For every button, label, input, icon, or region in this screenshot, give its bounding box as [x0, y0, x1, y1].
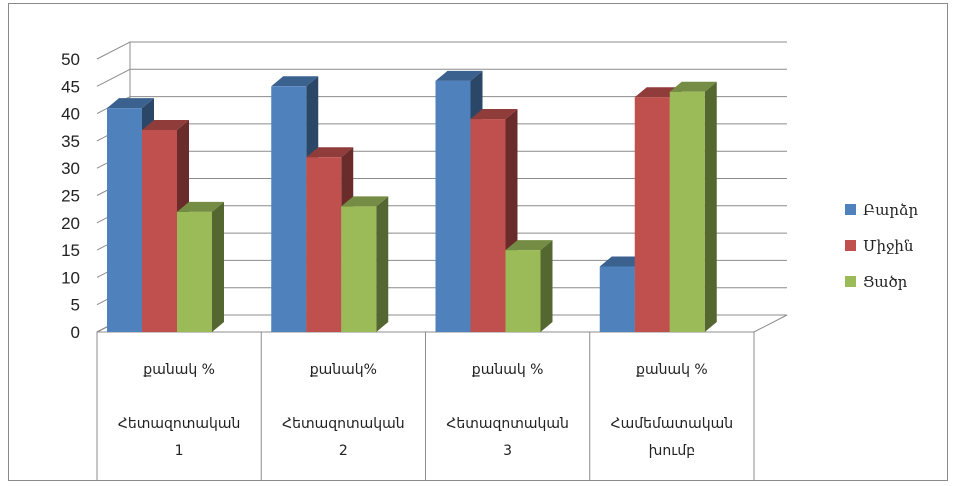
- bar-top: [470, 109, 518, 120]
- bar-side: [376, 196, 389, 332]
- y-tick-label: 15: [61, 241, 80, 260]
- category-label-line2: Համեմատական: [611, 416, 734, 432]
- bar-front: [599, 266, 635, 332]
- bar-front: [306, 157, 342, 332]
- bar-top: [142, 119, 189, 130]
- bar: [177, 201, 224, 332]
- bar-front: [669, 91, 705, 332]
- bar-top: [341, 196, 389, 207]
- bar: [669, 81, 717, 332]
- y-tick-label: 40: [61, 105, 80, 124]
- bars: [107, 70, 717, 332]
- bar: [341, 196, 389, 332]
- category-table: քանակ % Հետազոտական 1 քանակ% Հետազոտական 2 քան…: [96, 332, 755, 480]
- bar-front: [435, 80, 471, 332]
- bar-front: [177, 211, 212, 332]
- category-label-line1: քանակ %: [636, 362, 708, 378]
- bar-front: [107, 108, 142, 332]
- legend-label: Բարձր: [863, 201, 919, 219]
- bar-top: [505, 240, 553, 251]
- bar-front: [142, 129, 177, 332]
- legend-label: Միջին: [863, 237, 914, 255]
- category-label-line2: Հետազոտական: [446, 416, 569, 432]
- y-tick-label: 25: [61, 187, 80, 206]
- y-tick-label: 50: [61, 50, 80, 69]
- gridline: [96, 41, 787, 60]
- category-label-line2: Հետազոտական: [118, 416, 241, 432]
- legend: Բարձր Միջին Ցածր: [845, 201, 919, 291]
- bar-top: [107, 98, 154, 109]
- category-label-line1: քանակ%: [310, 362, 377, 378]
- bar-top: [435, 70, 483, 81]
- category-label-line3: 1: [175, 443, 184, 459]
- bar-top: [271, 76, 319, 87]
- y-tick-label: 20: [61, 214, 80, 233]
- bar-front: [505, 250, 541, 332]
- bar-side: [212, 201, 224, 332]
- y-tick-label: 5: [71, 296, 80, 315]
- legend-swatch: [845, 240, 856, 251]
- y-tick-label: 30: [61, 159, 80, 178]
- bar-front: [634, 97, 670, 332]
- legend-swatch: [845, 204, 856, 215]
- legend-swatch: [845, 276, 856, 287]
- bar-front: [341, 206, 377, 332]
- bar-front: [470, 119, 506, 332]
- category-label-line1: քանակ %: [472, 362, 544, 378]
- category-label-line3: 2: [339, 443, 348, 459]
- bar-side: [540, 240, 553, 332]
- y-tick-label: 10: [61, 268, 80, 287]
- bar-top: [669, 81, 717, 92]
- category-label-line3: 3: [503, 443, 512, 459]
- legend-item: Բարձր: [845, 201, 919, 219]
- y-tick-label: 35: [61, 132, 80, 151]
- legend-item: Միջին: [845, 237, 914, 255]
- bar-top: [306, 147, 354, 158]
- category-label-line2: Հետազոտական: [282, 416, 405, 432]
- gridline: [96, 68, 787, 87]
- legend-item: Ցածր: [845, 273, 908, 291]
- bar: [505, 240, 553, 332]
- bar-front: [271, 86, 307, 332]
- y-tick-label: 45: [61, 77, 80, 96]
- category-label-line3: խումբ: [649, 443, 695, 459]
- bar-side: [704, 81, 717, 332]
- legend-label: Ցածր: [863, 273, 908, 291]
- category-label-line1: քանակ %: [143, 362, 215, 378]
- bar-top: [177, 201, 224, 212]
- y-axis: 0 5 10 15 20 25 30 35 40 45 50: [61, 50, 80, 342]
- y-tick-label: 0: [71, 323, 80, 342]
